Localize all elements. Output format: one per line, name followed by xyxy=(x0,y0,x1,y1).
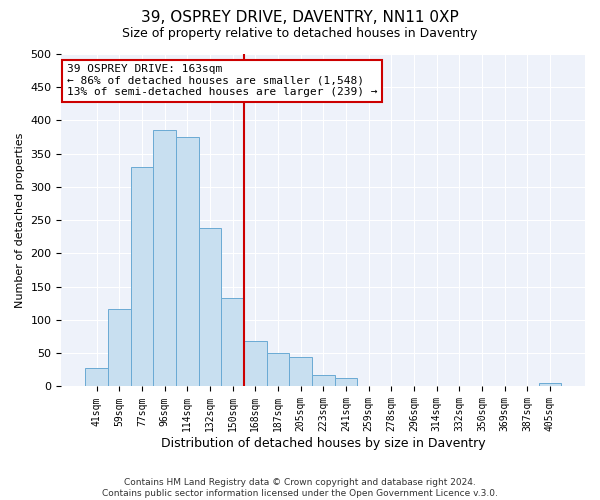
Bar xyxy=(153,130,176,386)
Y-axis label: Number of detached properties: Number of detached properties xyxy=(15,132,25,308)
Bar xyxy=(244,342,266,386)
Bar xyxy=(131,167,153,386)
Bar xyxy=(199,228,221,386)
Bar xyxy=(108,310,131,386)
Bar xyxy=(335,378,357,386)
Text: 39 OSPREY DRIVE: 163sqm
← 86% of detached houses are smaller (1,548)
13% of semi: 39 OSPREY DRIVE: 163sqm ← 86% of detache… xyxy=(67,64,377,97)
Bar xyxy=(539,383,561,386)
Bar xyxy=(221,298,244,386)
Bar xyxy=(266,353,289,386)
X-axis label: Distribution of detached houses by size in Daventry: Distribution of detached houses by size … xyxy=(161,437,485,450)
Bar xyxy=(289,356,312,386)
Text: Contains HM Land Registry data © Crown copyright and database right 2024.
Contai: Contains HM Land Registry data © Crown c… xyxy=(102,478,498,498)
Bar xyxy=(85,368,108,386)
Text: Size of property relative to detached houses in Daventry: Size of property relative to detached ho… xyxy=(122,28,478,40)
Bar xyxy=(312,374,335,386)
Bar xyxy=(176,137,199,386)
Text: 39, OSPREY DRIVE, DAVENTRY, NN11 0XP: 39, OSPREY DRIVE, DAVENTRY, NN11 0XP xyxy=(141,10,459,25)
